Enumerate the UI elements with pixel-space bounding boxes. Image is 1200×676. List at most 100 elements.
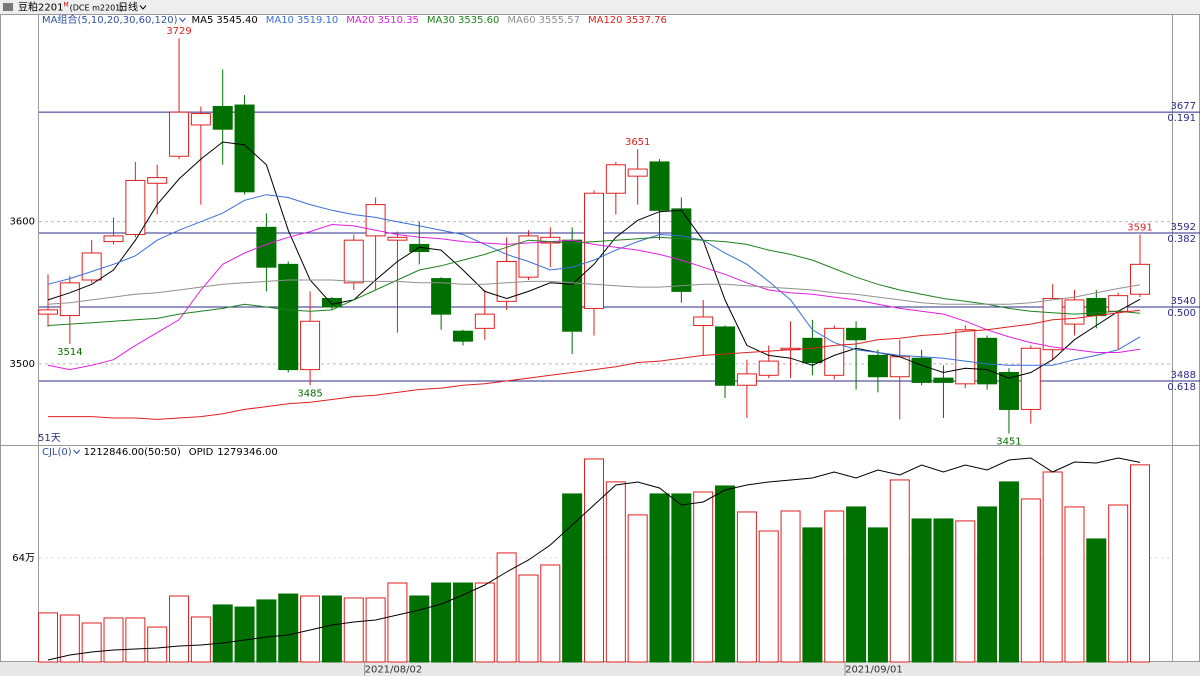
volume-bar <box>125 617 146 663</box>
volume-bar <box>452 582 473 663</box>
ma-value: 3510.35 <box>377 15 418 26</box>
ma-name: MA120 <box>588 15 623 26</box>
low-label: 3451 <box>996 437 1021 448</box>
volume-bar <box>889 479 910 663</box>
dropdown-arrow[interactable] <box>73 449 81 455</box>
ma-line <box>47 194 1141 366</box>
volume-bar <box>59 614 80 663</box>
volume-bar <box>802 527 823 663</box>
candle-body <box>81 252 102 281</box>
candle-body <box>715 326 736 386</box>
level-value: 3677 <box>1171 101 1196 112</box>
volume-bar <box>321 595 342 663</box>
volume-bar <box>343 597 364 663</box>
volume-bar <box>998 481 1019 663</box>
high-label: 3591 <box>1127 222 1152 233</box>
volume-bar <box>496 552 517 663</box>
volume-bars <box>38 458 1150 663</box>
volume-bar <box>584 458 604 663</box>
volume-bar <box>824 510 845 663</box>
volume-bar <box>955 520 976 663</box>
volume-bar <box>278 593 299 663</box>
volume-bar <box>846 506 867 663</box>
candle-body <box>409 243 430 253</box>
candle-body <box>169 111 190 157</box>
candle-body <box>496 261 517 302</box>
ma-name: MA60 <box>507 15 535 26</box>
candle-body <box>38 309 58 315</box>
volume-bar <box>715 485 736 663</box>
candle-body <box>824 327 845 376</box>
volume-bar <box>1064 506 1085 663</box>
y-tick-label: 64万 <box>12 553 35 564</box>
day-count: 51天 <box>38 433 61 444</box>
series-name: OPID <box>189 447 214 458</box>
candle-body <box>540 236 561 244</box>
candle-body <box>518 235 539 278</box>
candle-body <box>693 316 714 327</box>
volume-bar <box>81 622 102 663</box>
candle-body <box>1130 263 1150 295</box>
date-label: 2021/08/02 <box>365 665 423 676</box>
volume-bar <box>1042 471 1063 663</box>
dropdown-arrow[interactable] <box>139 5 147 10</box>
candle-body <box>627 168 648 177</box>
volume-bar <box>147 626 168 663</box>
candle-body <box>190 113 211 126</box>
ma-group: MA组合(5,10,20,30,60,120) <box>42 13 178 26</box>
volume-bar <box>540 564 561 663</box>
volume-bar <box>649 493 670 663</box>
candle-body <box>431 278 452 315</box>
candle-body <box>911 357 932 383</box>
candle-body <box>671 208 692 292</box>
ma-name: MA10 <box>266 15 294 26</box>
candle-body <box>59 282 80 317</box>
candle-body <box>234 104 255 193</box>
candle-body <box>1042 297 1063 351</box>
volume-bar <box>1130 464 1150 663</box>
volume-legend[interactable]: CJL(0) 1212846.00(50:50) OPID 1279346.00 <box>42 447 278 458</box>
candle-body <box>474 313 495 329</box>
y-tick-label: 3500 <box>10 359 35 370</box>
ma-line <box>47 279 1141 305</box>
volume-bar <box>1020 498 1041 663</box>
volume-bar <box>977 506 998 663</box>
ma-legend[interactable]: MA组合(5,10,20,30,60,120) MA5 3545.40 MA10 351… <box>42 13 667 26</box>
volume-bar <box>1086 538 1107 663</box>
low-label: 3485 <box>297 388 322 399</box>
volume-bar <box>1108 504 1129 663</box>
ma-value: 3535.60 <box>458 15 499 26</box>
period-selector[interactable]: 日线 <box>118 1 138 14</box>
candle-body <box>1020 347 1041 410</box>
level-ratio: 0.500 <box>1167 308 1196 319</box>
high-label: 3729 <box>166 26 191 37</box>
opid-line <box>47 457 1141 661</box>
candle-body <box>278 263 299 371</box>
candle-body <box>212 105 233 130</box>
volume-bar <box>627 514 648 663</box>
y-tick-label: 3600 <box>10 217 35 228</box>
volume-bar <box>431 582 452 663</box>
ma-lines <box>47 141 1141 661</box>
candle-body <box>1064 299 1085 325</box>
volume-bar <box>693 491 714 663</box>
series-value: 1212846.00(50:50) <box>84 447 181 458</box>
ma-value: 3555.57 <box>539 15 580 26</box>
candle-body <box>802 337 823 363</box>
candle-body <box>365 204 386 237</box>
dropdown-arrow[interactable] <box>179 17 186 23</box>
app-icon <box>3 3 13 11</box>
date-axis <box>0 662 1200 676</box>
symbol: 豆粕2201 <box>18 1 63 14</box>
ma-name: MA30 <box>427 15 455 26</box>
level-value: 3488 <box>1171 370 1196 381</box>
candle-body <box>125 179 146 235</box>
level-ratio: 0.382 <box>1167 234 1196 245</box>
title-bar <box>0 0 1200 14</box>
candle-body <box>758 360 779 376</box>
candle-body <box>300 320 321 371</box>
volume-bar <box>474 582 495 663</box>
